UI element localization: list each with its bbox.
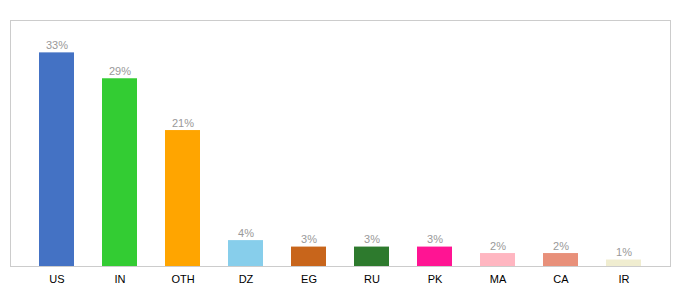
svg-text:EG: EG (301, 273, 317, 285)
svg-text:RU: RU (364, 273, 380, 285)
svg-text:US: US (49, 273, 64, 285)
svg-text:OTH: OTH (171, 273, 194, 285)
svg-text:3%: 3% (301, 233, 317, 245)
svg-text:MA: MA (490, 273, 507, 285)
svg-text:1%: 1% (616, 246, 632, 258)
svg-text:CA: CA (553, 273, 569, 285)
svg-text:3%: 3% (364, 233, 380, 245)
svg-text:3%: 3% (427, 233, 443, 245)
svg-text:4%: 4% (238, 227, 254, 239)
svg-text:PK: PK (428, 273, 443, 285)
svg-text:DZ: DZ (239, 273, 254, 285)
svg-text:21%: 21% (172, 117, 194, 129)
svg-text:IN: IN (115, 273, 126, 285)
svg-text:33%: 33% (46, 39, 68, 51)
svg-text:IR: IR (619, 273, 630, 285)
svg-text:2%: 2% (490, 240, 506, 252)
svg-text:2%: 2% (553, 240, 569, 252)
svg-text:29%: 29% (109, 65, 131, 77)
